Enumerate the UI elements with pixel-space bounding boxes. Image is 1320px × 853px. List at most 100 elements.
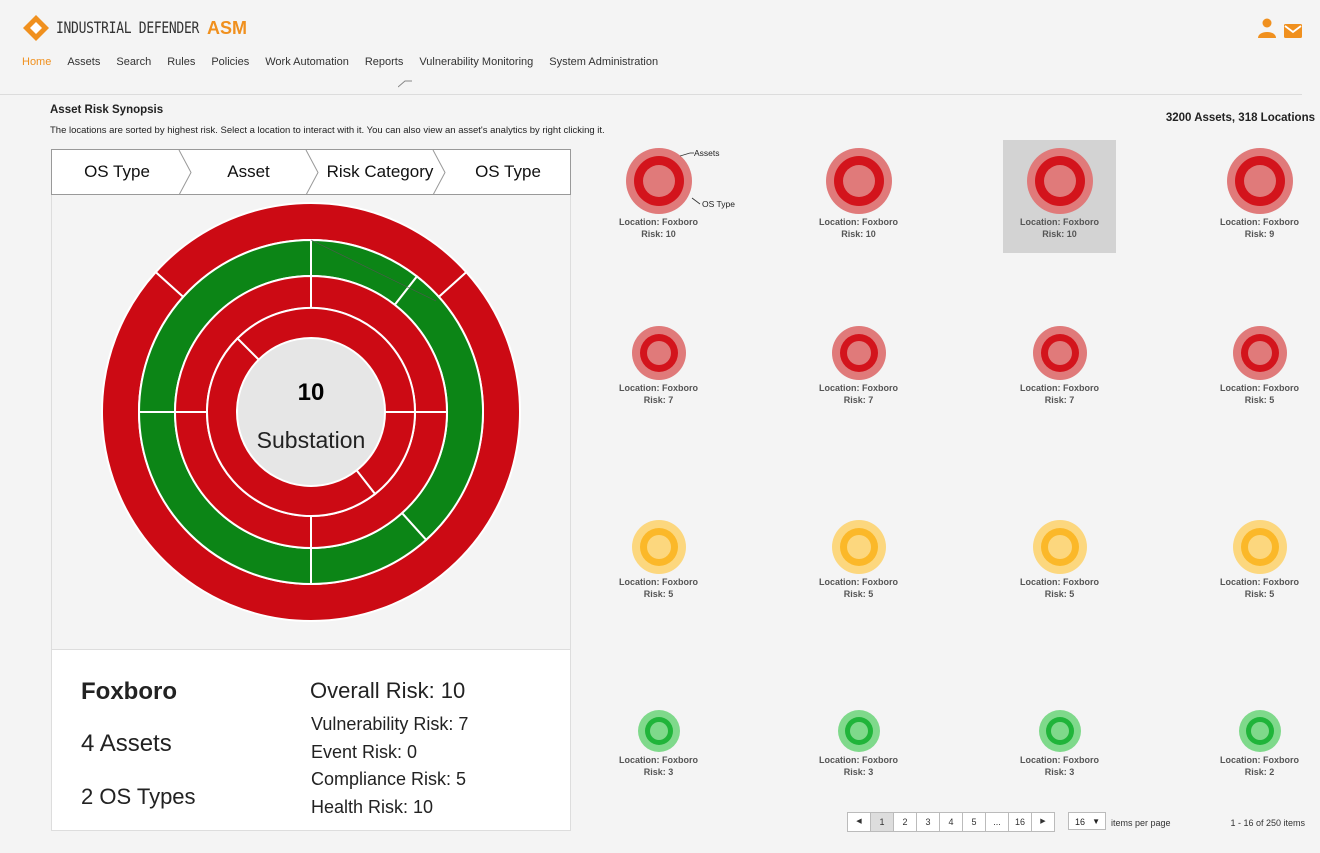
location-name: Foxboro xyxy=(81,678,177,705)
bubble-inner xyxy=(842,165,875,197)
vulnerability-risk: Vulnerability Risk: 7 xyxy=(311,714,469,734)
nav-home[interactable]: Home xyxy=(22,56,52,68)
mail-icon[interactable] xyxy=(1284,24,1302,38)
tile-risk-label: Risk: 3 xyxy=(843,767,874,777)
location-tile[interactable]: Location: Foxboro Risk: 2 xyxy=(1203,698,1316,788)
tile-location-label: Location: Foxboro xyxy=(1220,383,1299,393)
bubble-inner xyxy=(846,341,871,365)
tile-risk-label: Risk: 7 xyxy=(1044,395,1075,405)
header-divider xyxy=(0,94,1302,95)
tile-risk-label: Risk: 3 xyxy=(1044,767,1075,777)
sunburst-center-label: Substation xyxy=(257,427,366,453)
location-tile[interactable]: Location: Foxboro Risk: 5 xyxy=(602,512,715,602)
tile-risk-label: Risk: 5 xyxy=(643,589,674,599)
health-risk: Health Risk: 10 xyxy=(311,797,434,817)
items-per-page-select[interactable]: 16 ▼ xyxy=(1068,812,1106,830)
nav-system-administration[interactable]: System Administration xyxy=(549,56,659,68)
nav-rules[interactable]: Rules xyxy=(167,56,196,68)
breadcrumb-os-type-2[interactable]: OS Type xyxy=(475,162,541,181)
location-tile[interactable]: Location: Foxboro Risk: 7 xyxy=(1003,318,1116,408)
location-tile[interactable]: Location: Foxboro Risk: 5 xyxy=(1203,318,1316,408)
risk-bubble xyxy=(831,326,886,380)
logo-diamond-icon xyxy=(23,15,49,41)
nav-caret-icon xyxy=(398,80,412,88)
risk-bubble xyxy=(1032,326,1087,380)
breadcrumb-asset[interactable]: Asset xyxy=(227,162,270,181)
risk-bubble xyxy=(825,148,892,214)
page-button[interactable]: 2 xyxy=(893,812,917,832)
location-tile[interactable]: Location: Foxboro Risk: 7 xyxy=(802,318,915,408)
overall-risk: Overall Risk: 10 xyxy=(310,678,466,703)
location-tile[interactable]: Location: Foxboro Risk: 7 xyxy=(602,318,715,408)
page-button[interactable]: 5 xyxy=(962,812,986,832)
bubble-inner xyxy=(1047,535,1072,559)
risk-bubble xyxy=(1232,326,1287,380)
risk-bubble xyxy=(1032,520,1087,574)
tile-location-label: Location: Foxboro xyxy=(819,755,898,765)
location-tile[interactable]: Location: Foxboro Risk: 3 xyxy=(602,698,715,788)
risk-bubble xyxy=(837,710,880,752)
chevron-down-icon: ▼ xyxy=(1092,817,1100,826)
location-summary: Foxboro 4 Assets 2 OS Types Overall Risk… xyxy=(51,649,571,831)
tile-location-label: Location: Foxboro xyxy=(819,383,898,393)
drilldown-breadcrumb: OS Type Asset Risk Category OS Type xyxy=(51,149,571,196)
tile-location-label: Location: Foxboro xyxy=(619,383,698,393)
tile-location-label: Location: Foxboro xyxy=(819,217,898,227)
prev-page-icon[interactable]: ◀ xyxy=(847,812,871,832)
tile-risk-label: Risk: 2 xyxy=(1244,767,1275,777)
nav-search[interactable]: Search xyxy=(116,56,152,68)
location-tile[interactable]: Location: Foxboro Risk: 3 xyxy=(802,698,915,788)
breadcrumb-risk-category[interactable]: Risk Category xyxy=(326,162,434,181)
location-tile[interactable]: Location: Foxboro Risk: 5 xyxy=(1203,512,1316,602)
page-button[interactable]: 4 xyxy=(939,812,963,832)
page-button[interactable]: 3 xyxy=(916,812,940,832)
bubble-inner xyxy=(646,535,671,559)
breadcrumb-os-type[interactable]: OS Type xyxy=(84,162,150,181)
location-tile[interactable]: Location: Foxboro Risk: 9 xyxy=(1203,140,1316,253)
page-button[interactable]: ... xyxy=(985,812,1009,832)
risk-sunburst[interactable]: 10 Substation xyxy=(52,195,570,649)
bubble-inner xyxy=(1043,165,1076,197)
risk-bubble xyxy=(831,520,886,574)
tile-risk-label: Risk: 7 xyxy=(843,395,874,405)
nav-work-automation[interactable]: Work Automation xyxy=(265,56,349,68)
brand-name: INDUSTRIAL DEFENDER xyxy=(56,18,200,38)
location-tile[interactable]: Location: Foxboro Risk: 5 xyxy=(1003,512,1116,602)
tile-risk-label: Risk: 5 xyxy=(843,589,874,599)
nav-vulnerability-monitoring[interactable]: Vulnerability Monitoring xyxy=(419,56,534,68)
tile-risk-label: Risk: 7 xyxy=(643,395,674,405)
risk-bubble xyxy=(631,520,686,574)
event-risk: Event Risk: 0 xyxy=(311,742,418,762)
nav-assets[interactable]: Assets xyxy=(67,56,101,68)
page-subtitle: The locations are sorted by highest risk… xyxy=(50,125,605,136)
bubble-inner xyxy=(1250,722,1269,740)
callout-assets: Assets xyxy=(694,148,720,158)
location-tile[interactable]: Location: Foxboro Risk: 10 xyxy=(802,140,915,253)
compliance-risk: Compliance Risk: 5 xyxy=(311,769,467,789)
next-page-icon[interactable]: ▶ xyxy=(1031,812,1055,832)
sunburst-center-value: 10 xyxy=(298,379,325,406)
tile-location-label: Location: Foxboro xyxy=(1020,577,1099,587)
sunburst-panel: 10 Substation xyxy=(51,195,571,649)
location-tile[interactable]: Location: Foxboro Risk: 5 xyxy=(802,512,915,602)
tile-risk-label: Risk: 9 xyxy=(1244,229,1275,239)
tile-risk-label: Risk: 5 xyxy=(1244,395,1275,405)
page-button[interactable]: 16 xyxy=(1008,812,1032,832)
main-nav: Home Assets Search Rules Policies Work Automa… xyxy=(22,56,674,68)
nav-policies[interactable]: Policies xyxy=(211,56,250,68)
app-logo[interactable]: INDUSTRIAL DEFENDER ASM xyxy=(22,14,247,42)
tile-location-label: Location: Foxboro xyxy=(619,577,698,587)
sunburst-segment[interactable] xyxy=(206,337,377,517)
location-tile[interactable]: Location: Foxboro Risk: 3 xyxy=(1003,698,1116,788)
sunburst-highlight-line xyxy=(310,239,437,302)
bubble-inner xyxy=(846,535,871,559)
location-tile[interactable]: Location: Foxboro Risk: 10 xyxy=(1003,140,1116,253)
bubble-inner xyxy=(649,722,668,740)
location-tile[interactable]: Location: Foxboro Risk: 10 xyxy=(602,140,715,253)
nav-reports[interactable]: Reports xyxy=(364,56,404,68)
page-button[interactable]: 1 xyxy=(870,812,894,832)
sunburst-center[interactable] xyxy=(238,339,384,485)
risk-bubble xyxy=(1238,710,1281,752)
tile-location-label: Location: Foxboro xyxy=(819,577,898,587)
user-icon[interactable] xyxy=(1258,18,1276,38)
